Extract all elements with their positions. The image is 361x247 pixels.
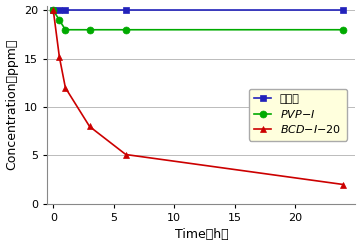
$\it{PVP{-}I}$ — [87, 28, 92, 31]
Legend: 空試験, $\it{PVP{-}I}$, $\it{BCD{-}I{-}20}$: 空試験, $\it{PVP{-}I}$, $\it{BCD{-}I{-}20}$ — [249, 89, 347, 141]
Line: $\it{BCD{-}I{-}20}$: $\it{BCD{-}I{-}20}$ — [50, 7, 347, 188]
空試験 — [341, 9, 345, 12]
$\it{BCD{-}I{-}20}$ — [57, 55, 61, 58]
空試験 — [63, 9, 68, 12]
$\it{PVP{-}I}$ — [341, 28, 345, 31]
$\it{PVP{-}I}$ — [57, 19, 61, 21]
$\it{PVP{-}I}$ — [63, 28, 68, 31]
$\it{BCD{-}I{-}20}$ — [51, 9, 56, 12]
$\it{PVP{-}I}$ — [51, 9, 56, 12]
$\it{BCD{-}I{-}20}$ — [124, 153, 128, 156]
空試験 — [57, 9, 61, 12]
X-axis label: Time（h）: Time（h） — [174, 228, 228, 242]
$\it{PVP{-}I}$ — [124, 28, 128, 31]
Line: 空試験: 空試験 — [50, 7, 347, 14]
Y-axis label: Concentration（ppm）: Concentration（ppm） — [5, 39, 18, 170]
空試験 — [51, 9, 56, 12]
$\it{BCD{-}I{-}20}$ — [341, 183, 345, 186]
$\it{BCD{-}I{-}20}$ — [87, 125, 92, 128]
空試験 — [124, 9, 128, 12]
Line: $\it{PVP{-}I}$: $\it{PVP{-}I}$ — [50, 7, 347, 33]
$\it{BCD{-}I{-}20}$ — [63, 86, 68, 89]
